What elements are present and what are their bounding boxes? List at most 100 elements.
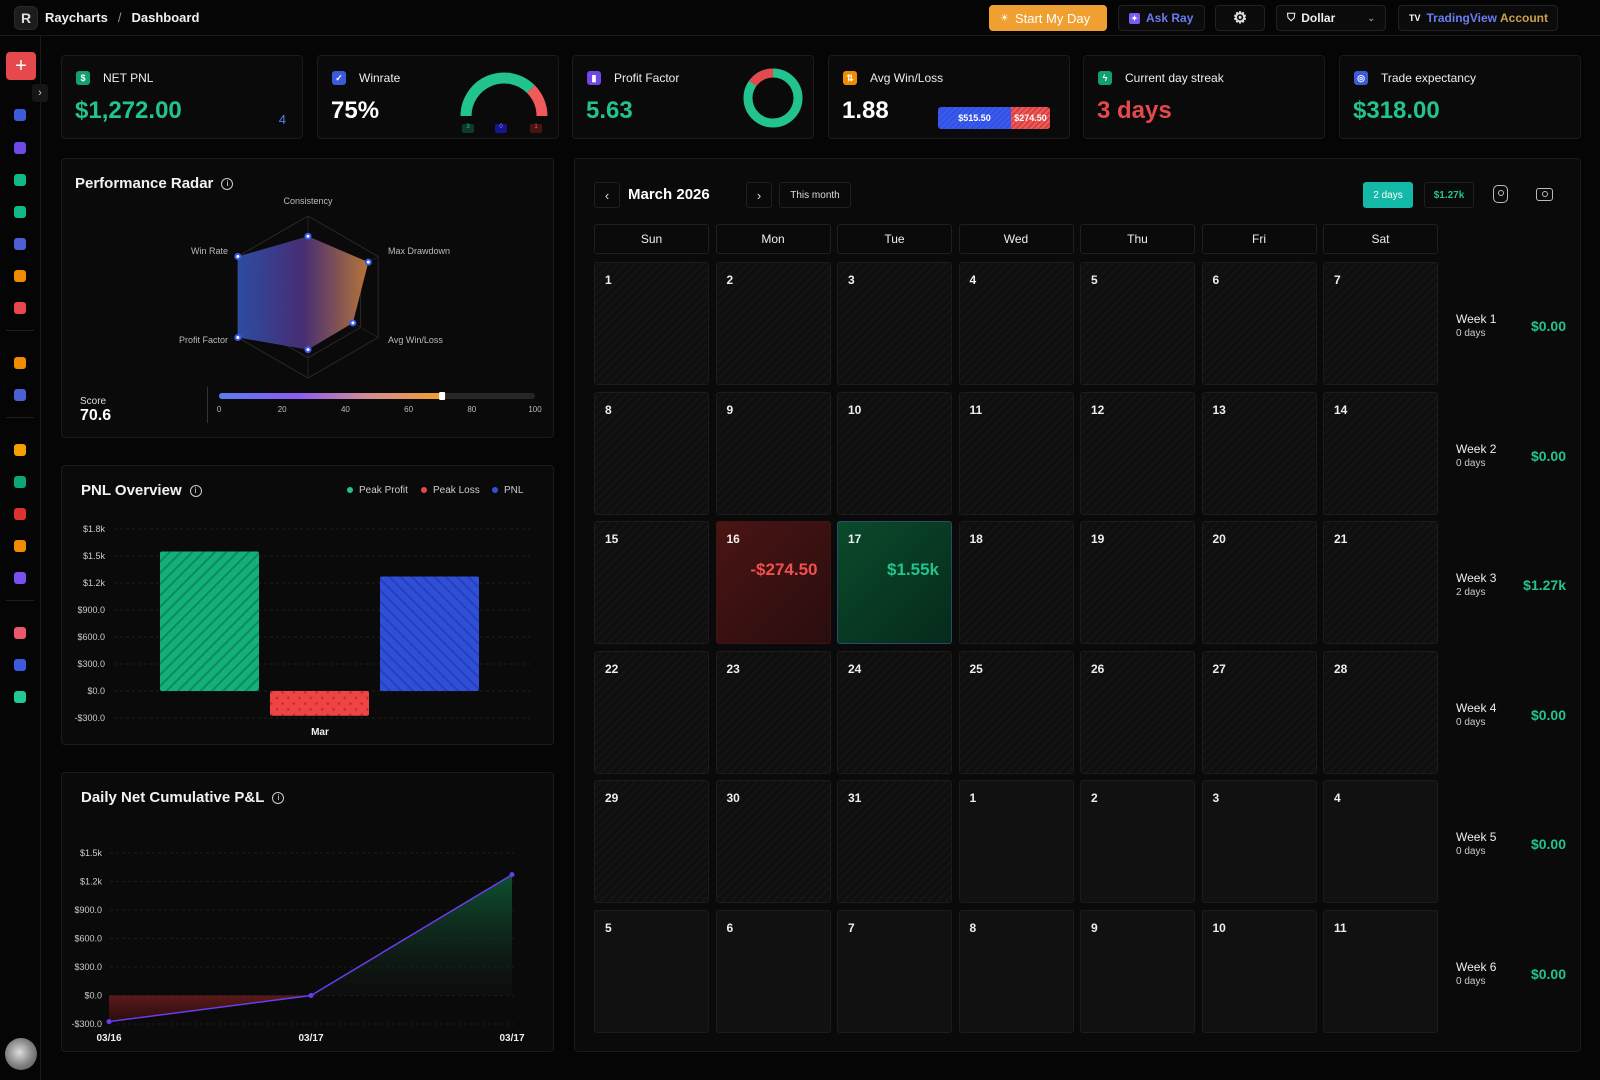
- calendar-day-cell[interactable]: 26: [1080, 650, 1195, 774]
- calendar-icon[interactable]: [14, 270, 26, 282]
- calendar-day-cell[interactable]: 8: [594, 391, 709, 515]
- top-bar: R Raycharts / Dashboard ☀ Start My Day ✦ A…: [0, 0, 1600, 36]
- calendar-day-cell[interactable]: 27: [1201, 650, 1317, 774]
- reports-icon[interactable]: [14, 302, 26, 314]
- calendar-day-cell[interactable]: 10: [1201, 909, 1317, 1033]
- calendar-day-cell[interactable]: 18: [958, 521, 1074, 644]
- panel-title: Performance Radar: [75, 175, 214, 192]
- user-avatar[interactable]: [5, 1038, 37, 1070]
- info-icon[interactable]: i: [189, 484, 202, 497]
- trophy-icon[interactable]: [14, 540, 26, 552]
- calendar-day-cell[interactable]: 3: [837, 262, 952, 385]
- calendar-day-cell[interactable]: 19: [1080, 521, 1195, 644]
- bars-icon[interactable]: [14, 659, 26, 671]
- calendar-day-cell[interactable]: 4: [958, 262, 1074, 385]
- week-label: Week 5: [1456, 830, 1497, 844]
- chart-red-icon[interactable]: [14, 508, 26, 520]
- prev-month-button[interactable]: ‹: [594, 182, 620, 208]
- calendar-day-cell[interactable]: 13: [1201, 391, 1317, 515]
- radar-axis-label: Win Rate: [191, 246, 228, 256]
- calendar-day-cell[interactable]: 5: [1080, 262, 1195, 385]
- pnl-overview-panel: PNL Overview i $1.8k $1.5k $1.2k $900.0 $600.…: [61, 465, 554, 745]
- calendar-day-cell[interactable]: 7: [837, 909, 952, 1033]
- calendar-day-cell[interactable]: 15: [594, 521, 709, 644]
- currency-select[interactable]: ⛉ Dollar ⌄: [1276, 5, 1386, 31]
- this-month-button[interactable]: This month: [779, 182, 851, 208]
- calendar-day-cell[interactable]: 28: [1323, 650, 1438, 774]
- calendar-day-cell[interactable]: 1: [958, 780, 1074, 903]
- profile-icon[interactable]: [14, 389, 26, 401]
- target-icon[interactable]: [14, 476, 26, 488]
- filter-icon[interactable]: [14, 444, 26, 456]
- calendar-day-cell[interactable]: 25: [958, 650, 1074, 774]
- breadcrumb-app[interactable]: Raycharts: [45, 10, 108, 25]
- calendar-day-cell[interactable]: 16 -$274.50: [715, 521, 831, 644]
- radar-axis-label: Max Drawdown: [388, 246, 450, 256]
- trade-count: 4: [278, 112, 286, 127]
- y-tick-label: $600.0: [77, 632, 105, 642]
- day-number: 15: [605, 532, 619, 546]
- ask-ray-button[interactable]: ✦ Ask Ray: [1118, 5, 1205, 31]
- calendar-day-cell[interactable]: 22: [594, 650, 709, 774]
- arrows-icon: ⇅: [843, 71, 857, 85]
- journal-icon[interactable]: [14, 142, 26, 154]
- calendar-day-cell[interactable]: 17 $1.55k: [837, 521, 952, 644]
- eye-icon[interactable]: [14, 174, 26, 186]
- dashboard-icon[interactable]: [14, 109, 26, 121]
- dollar-icon: $: [76, 71, 90, 85]
- score-tick-label: 60: [404, 405, 413, 414]
- calendar-day-cell[interactable]: 3: [1201, 780, 1317, 903]
- calendar-day-cell[interactable]: 11: [958, 391, 1074, 515]
- add-trade-button[interactable]: +: [6, 52, 36, 80]
- calendar-day-cell[interactable]: 9: [1080, 909, 1195, 1033]
- day-number: 21: [1334, 532, 1348, 546]
- calendar-day-cell[interactable]: 4: [1323, 780, 1438, 903]
- calendar-day-cell[interactable]: 7: [1323, 262, 1438, 385]
- calendar-day-cell[interactable]: 30: [715, 780, 831, 903]
- calendar-day-cell[interactable]: 20: [1201, 521, 1317, 644]
- calendar-day-cell[interactable]: 2: [715, 262, 831, 385]
- analytics-icon[interactable]: [14, 238, 26, 250]
- notes-icon[interactable]: [14, 627, 26, 639]
- calendar-day-cell[interactable]: 11: [1323, 909, 1438, 1033]
- day-number: 1: [605, 273, 612, 287]
- filter-icon: ⛉: [1287, 11, 1296, 24]
- calendar-day-cell[interactable]: 9: [715, 391, 831, 515]
- calendar-day-cell[interactable]: 21: [1323, 521, 1438, 644]
- info-icon[interactable]: i: [272, 791, 285, 804]
- calendar-day-cell[interactable]: 1: [594, 262, 709, 385]
- calendar-day-cell[interactable]: 12: [1080, 391, 1195, 515]
- settings-button[interactable]: ⚙: [1215, 5, 1265, 31]
- calendar-day-cell[interactable]: 10: [837, 391, 952, 515]
- month-total-badge[interactable]: $1.27k: [1424, 182, 1474, 208]
- window-icon[interactable]: [14, 572, 26, 584]
- calendar-day-cell[interactable]: 31: [837, 780, 952, 903]
- info-icon[interactable]: i: [221, 177, 234, 190]
- day-number: 5: [605, 920, 612, 935]
- calendar-day-cell[interactable]: 23: [715, 650, 831, 774]
- calendar-day-cell[interactable]: 8: [958, 909, 1074, 1033]
- trading-days-badge[interactable]: 2 days: [1363, 182, 1413, 208]
- sidebar-divider: [6, 417, 34, 418]
- calendar-day-cell[interactable]: 6: [1201, 262, 1317, 385]
- raycharts-logo[interactable]: R: [14, 6, 38, 30]
- calendar-day-cell[interactable]: 5: [594, 909, 709, 1033]
- calendar-day-cell[interactable]: 6: [715, 909, 831, 1033]
- start-my-day-button[interactable]: ☀ Start My Day: [989, 5, 1107, 31]
- calendar-day-cell[interactable]: 24: [837, 650, 952, 774]
- next-month-button[interactable]: ›: [746, 182, 772, 208]
- tradingview-account-button[interactable]: TV TradingView Account: [1398, 5, 1558, 31]
- profit-factor-donut: [743, 68, 803, 128]
- expand-sidebar-button[interactable]: ›: [32, 84, 48, 102]
- image-chart-icon[interactable]: [14, 691, 26, 703]
- bolt-icon[interactable]: [14, 357, 26, 369]
- settings-icon[interactable]: [1493, 185, 1508, 203]
- kpi-trade-expectancy: ◎ Trade expectancy $318.00: [1339, 55, 1581, 139]
- bar-peak-profit: [160, 551, 259, 691]
- camera-icon[interactable]: [1536, 188, 1553, 201]
- calendar-day-cell[interactable]: 14: [1323, 391, 1438, 515]
- calendar-day-cell[interactable]: 29: [594, 780, 709, 903]
- bar-peak-loss: [270, 691, 369, 716]
- growth-icon[interactable]: [14, 206, 26, 218]
- calendar-day-cell[interactable]: 2: [1080, 780, 1195, 903]
